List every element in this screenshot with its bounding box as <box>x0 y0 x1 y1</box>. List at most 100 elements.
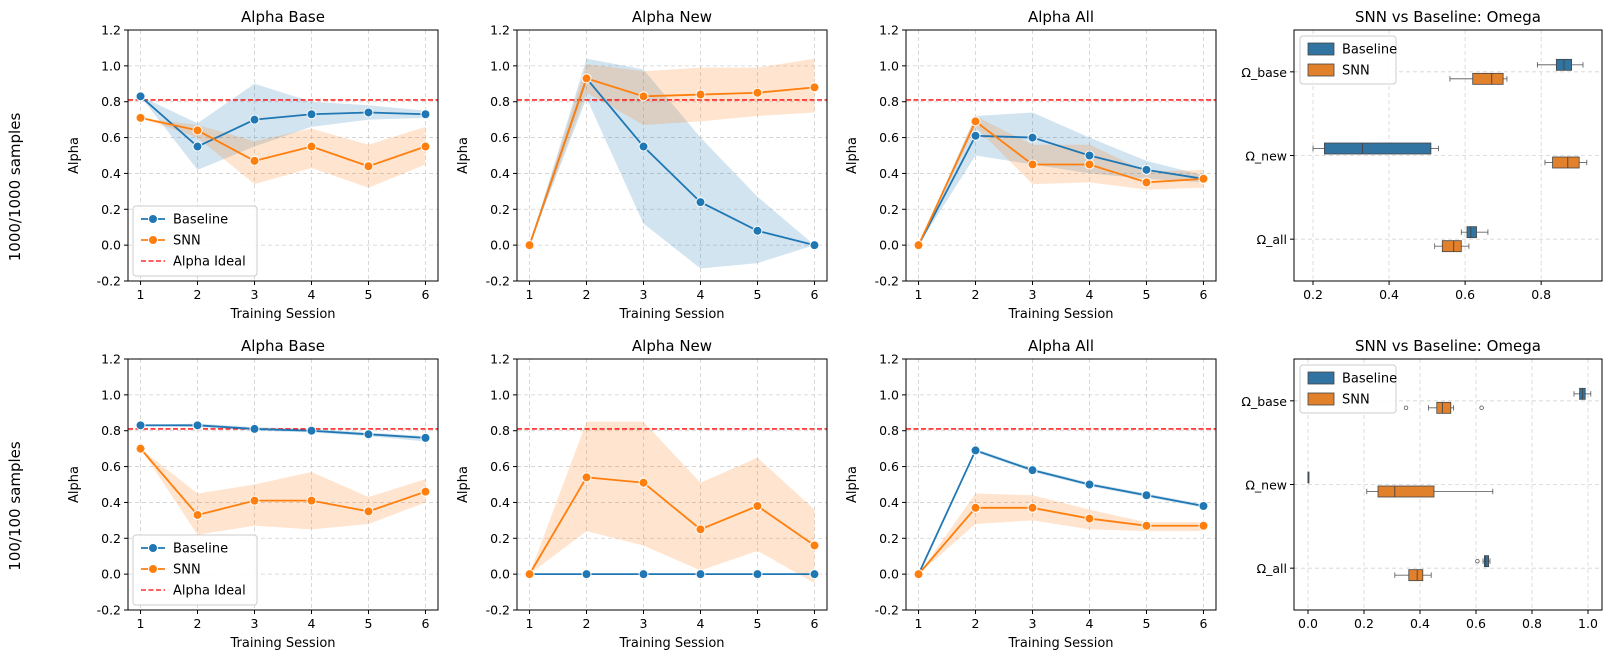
box-baseline <box>1475 555 1491 568</box>
data-point-snn <box>249 495 260 506</box>
y-tick-label: 0.2 <box>879 202 899 217</box>
data-point-snn <box>1198 520 1209 531</box>
x-tick-label: 5 <box>365 616 373 631</box>
y-tick-label: Ω_base <box>1241 65 1287 80</box>
y-tick-label: 0.8 <box>879 423 899 438</box>
box-body <box>1377 485 1435 498</box>
line-chart-2: 1 2 3 4 5 6 -0.2 0.0 0.2 0.4 0.6 0.8 1.0 1.2 Alpha All… <box>845 8 1217 322</box>
x-tick-label: 4 <box>1086 616 1094 631</box>
y-tick-label: 0.6 <box>490 459 510 474</box>
x-tick-label: 3 <box>1029 616 1037 631</box>
y-tick-label: -0.2 <box>97 274 121 289</box>
plot-frame <box>905 29 1217 282</box>
data-point-snn <box>192 509 203 520</box>
x-tick-label: 5 <box>1143 287 1151 302</box>
y-axis-label: Alpha <box>456 466 471 503</box>
legend-label: Baseline <box>173 213 228 228</box>
y-tick-label: -0.2 <box>97 603 121 618</box>
x-tick-label: 4 <box>1086 287 1094 302</box>
row-label-bottom: 100/100 samples <box>6 441 24 571</box>
box-body <box>1552 156 1580 169</box>
data-point-baseline <box>695 197 706 208</box>
x-tick-label: 3 <box>1029 287 1037 302</box>
x-tick-label: 2 <box>583 287 591 302</box>
y-tick-label: 1.0 <box>490 58 510 73</box>
plot-frame <box>905 358 1217 611</box>
chart-title: Alpha New <box>632 8 712 26</box>
data-point-baseline <box>809 569 820 580</box>
data-point-baseline <box>249 423 260 434</box>
box-snn <box>1449 72 1508 85</box>
x-tick-label: 0.4 <box>1410 616 1430 631</box>
y-tick-label: 1.0 <box>490 387 510 402</box>
data-point-baseline <box>1027 465 1038 476</box>
y-tick-label: 0.4 <box>879 495 899 510</box>
data-point-baseline <box>1027 132 1038 143</box>
data-point-snn <box>752 87 763 98</box>
data-point-snn <box>192 125 203 136</box>
y-tick-label: 0.6 <box>101 130 121 145</box>
y-tick-label: -0.2 <box>486 274 510 289</box>
legend-label: SNN <box>173 563 201 578</box>
data-point-baseline <box>249 114 260 125</box>
box-body <box>1324 142 1432 155</box>
confidence-band-snn <box>918 493 1204 575</box>
x-tick-label: 1 <box>526 616 534 631</box>
x-tick-label: 2 <box>194 287 202 302</box>
legend: Baseline SNN Alpha Ideal <box>132 205 258 277</box>
data-point-baseline <box>1198 501 1209 512</box>
y-tick-label: 0.2 <box>101 202 121 217</box>
y-tick-label: 0.4 <box>490 495 510 510</box>
data-point-baseline <box>420 432 431 443</box>
confidence-band-snn <box>918 116 1204 246</box>
y-tick-label: 0.0 <box>101 567 121 582</box>
data-point-baseline <box>970 130 981 141</box>
y-tick-label: 0.6 <box>490 130 510 145</box>
data-point-snn <box>1198 173 1209 184</box>
data-point-snn <box>809 82 820 93</box>
data-point-baseline <box>192 141 203 152</box>
x-tick-label: 2 <box>972 616 980 631</box>
y-tick-label: 0.0 <box>879 238 899 253</box>
chart-title: Alpha Base <box>241 8 325 26</box>
box-baseline <box>1460 226 1489 239</box>
x-tick-label: 4 <box>308 287 316 302</box>
data-point-snn <box>420 486 431 497</box>
y-tick-label: 0.0 <box>490 238 510 253</box>
data-point-snn <box>638 91 649 102</box>
chart-title: Alpha New <box>632 337 712 355</box>
data-point-snn <box>1141 520 1152 531</box>
confidence-band-baseline <box>140 83 426 170</box>
data-point-snn <box>752 501 763 512</box>
x-tick-label: 0.6 <box>1455 287 1475 302</box>
y-tick-label: Ω_new <box>1245 149 1287 164</box>
chart-title: Alpha Base <box>241 337 325 355</box>
x-tick-label: 4 <box>697 287 705 302</box>
row-label-top: 1000/1000 samples <box>6 113 24 262</box>
box-body <box>1441 240 1462 253</box>
legend-marker-baseline <box>148 214 158 224</box>
data-point-baseline <box>752 225 763 236</box>
x-tick-label: 4 <box>697 616 705 631</box>
data-point-snn <box>135 112 146 123</box>
chart-title: Alpha All <box>1028 337 1094 355</box>
y-tick-label: 0.6 <box>101 459 121 474</box>
chart-title: Alpha All <box>1028 8 1094 26</box>
x-tick-label: 0.2 <box>1303 287 1323 302</box>
series-line-baseline <box>139 95 426 148</box>
data-point-snn <box>581 73 592 84</box>
legend-label: SNN <box>173 234 201 249</box>
x-axis-label: Training Session <box>618 636 724 651</box>
x-tick-label: 1 <box>137 287 145 302</box>
y-tick-label: Ω_base <box>1241 394 1287 409</box>
confidence-band-snn <box>529 58 815 246</box>
outlier-point <box>1479 405 1484 411</box>
data-point-snn <box>1141 177 1152 188</box>
data-point-baseline <box>1141 164 1152 175</box>
data-point-snn <box>306 495 317 506</box>
legend-swatch-baseline <box>1307 42 1335 56</box>
y-tick-label: -0.2 <box>486 603 510 618</box>
line-chart-4: 1 2 3 4 5 6 -0.2 0.0 0.2 0.4 0.6 0.8 1.0 1.2 Alpha Bas… <box>67 337 439 651</box>
x-tick-label: 1 <box>915 287 923 302</box>
x-tick-label: 3 <box>640 287 648 302</box>
